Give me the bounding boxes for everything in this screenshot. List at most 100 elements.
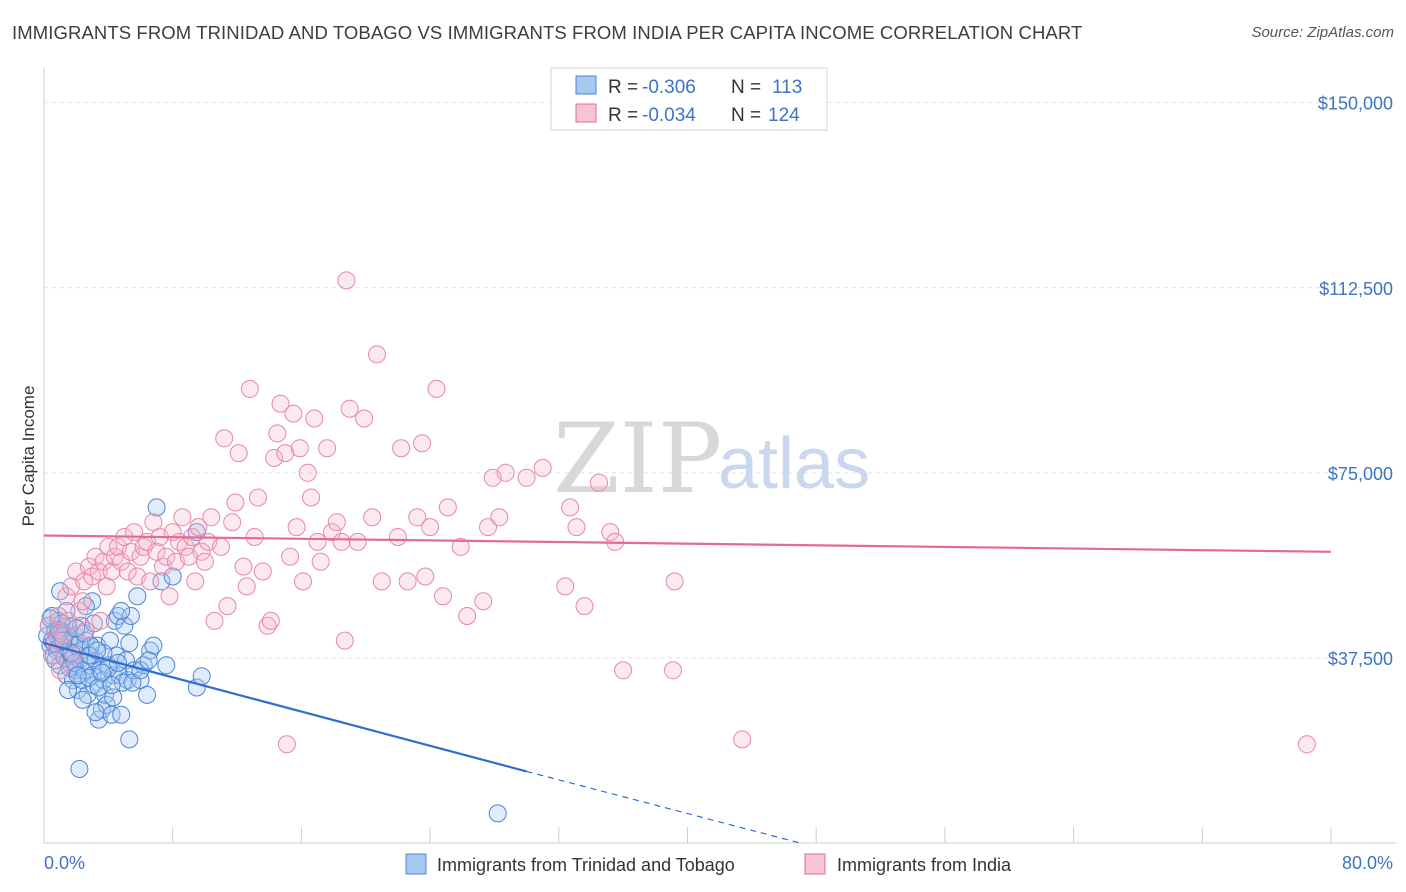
- pink-point-86: [327, 513, 346, 532]
- pink-point-0: [39, 616, 58, 635]
- pink-point-87: [332, 532, 351, 551]
- blue-point-57: [118, 671, 137, 690]
- pink-point-80: [302, 488, 321, 507]
- pink-point-78: [294, 572, 312, 591]
- legend-swatch-blue: [575, 75, 597, 95]
- blue-point-52: [109, 607, 127, 625]
- legend-n-label-1: N =: [731, 77, 761, 98]
- pink-point-32: [131, 547, 150, 566]
- pink-point-103: [427, 379, 446, 398]
- pink-point-65: [245, 528, 264, 546]
- pink-point-21: [97, 577, 116, 596]
- pink-point-126: [277, 735, 296, 754]
- legend-swatch-pink: [575, 103, 597, 123]
- pink-point-82: [308, 532, 327, 551]
- pink-point-125: [733, 730, 752, 749]
- pink-point-7: [59, 611, 78, 630]
- blue-point-25: [68, 681, 87, 699]
- pink-point-89: [337, 271, 356, 290]
- pink-point-71: [268, 424, 287, 443]
- legend-n-label-2: N =: [731, 105, 761, 126]
- pink-point-124: [665, 572, 684, 591]
- x-tick-label-min: 0.0%: [44, 853, 85, 873]
- pink-point-61: [229, 444, 248, 463]
- pink-point-79: [298, 463, 317, 482]
- watermark-atlas: atlas: [718, 424, 870, 504]
- pink-point-118: [575, 597, 594, 616]
- blue-point-67: [147, 498, 166, 517]
- blue-point-93: [46, 651, 65, 670]
- blue-point-106: [70, 760, 89, 778]
- pink-point-41: [160, 587, 179, 606]
- pink-point-5: [54, 626, 73, 645]
- blue-point-58: [120, 730, 139, 749]
- blue-point-108: [192, 667, 211, 686]
- pink-point-88: [335, 631, 354, 650]
- blue-point-97: [73, 690, 92, 709]
- pink-point-105: [438, 498, 457, 517]
- pink-point-6: [57, 587, 76, 606]
- blue-point-91: [120, 634, 139, 653]
- pink-point-50: [189, 518, 208, 537]
- pink-point-101: [416, 567, 435, 586]
- blue-point-102: [112, 602, 131, 620]
- pink-point-107: [458, 607, 477, 625]
- pink-point-49: [186, 572, 205, 591]
- y-tick-labels: $37,500 $75,000 $112,500 $150,000: [1318, 94, 1393, 669]
- pink-point-58: [218, 597, 237, 616]
- x-tick-labels: 0.0% 80.0%: [44, 853, 1393, 873]
- legend-r-label-1: R =: [608, 77, 638, 98]
- legend-r-label-2: R =: [608, 105, 638, 126]
- blue-point-69: [157, 656, 176, 675]
- pink-point-90: [340, 399, 359, 418]
- pink-point-119: [590, 473, 608, 492]
- pink-point-51: [192, 542, 211, 561]
- blue-point-99: [86, 703, 105, 722]
- pink-point-4: [51, 661, 70, 680]
- pink-point-52: [195, 552, 214, 571]
- pink-point-62: [234, 557, 253, 576]
- trend-line-blue-extension: [526, 770, 801, 844]
- source-credit: Source: ZipAtlas.com: [1251, 24, 1394, 41]
- series-trinidad-tobago-points: [38, 498, 507, 823]
- pink-point-3: [49, 607, 68, 625]
- pink-point-84: [318, 439, 337, 458]
- pink-point-106: [451, 537, 470, 556]
- pink-point-93: [363, 508, 382, 527]
- pink-point-73: [276, 444, 295, 463]
- legend-n-value-1: 113: [772, 77, 802, 98]
- blue-point-112: [88, 641, 107, 660]
- pink-point-40: [157, 547, 176, 566]
- pink-point-115: [556, 577, 575, 596]
- pink-point-76: [287, 518, 306, 537]
- pink-point-99: [408, 508, 427, 527]
- pink-point-108: [474, 592, 493, 611]
- blue-point-59: [121, 607, 140, 625]
- pink-point-104: [434, 587, 452, 606]
- x-tick-label-max: 80.0%: [1342, 853, 1393, 873]
- pink-point-26: [112, 552, 131, 571]
- blue-point-64: [138, 685, 156, 704]
- pink-point-11: [70, 602, 89, 620]
- y-tick-label-1: $75,000: [1328, 464, 1393, 484]
- pink-point-72: [271, 394, 290, 413]
- pink-point-66: [249, 488, 267, 507]
- pink-point-102: [421, 518, 440, 537]
- pink-point-14: [76, 621, 95, 640]
- bottom-legend-label-blue: Immigrants from Trinidad and Tobago: [437, 855, 735, 875]
- pink-point-112: [496, 463, 515, 482]
- pink-point-122: [614, 661, 633, 680]
- pink-point-1: [43, 646, 61, 665]
- pink-point-83: [311, 552, 330, 571]
- pink-point-69: [261, 611, 280, 630]
- y-tick-label-2: $112,500: [1319, 279, 1393, 299]
- blue-point-55: [115, 616, 134, 635]
- legend-r-value-1: -0.306: [642, 77, 696, 98]
- pink-point-19: [91, 611, 110, 630]
- pink-point-94: [368, 345, 386, 364]
- series-legend: Immigrants from Trinidad and Tobago Immi…: [405, 853, 1012, 875]
- pink-point-59: [223, 513, 242, 532]
- trend-line-pink: [43, 534, 1332, 553]
- pink-point-23: [102, 562, 121, 581]
